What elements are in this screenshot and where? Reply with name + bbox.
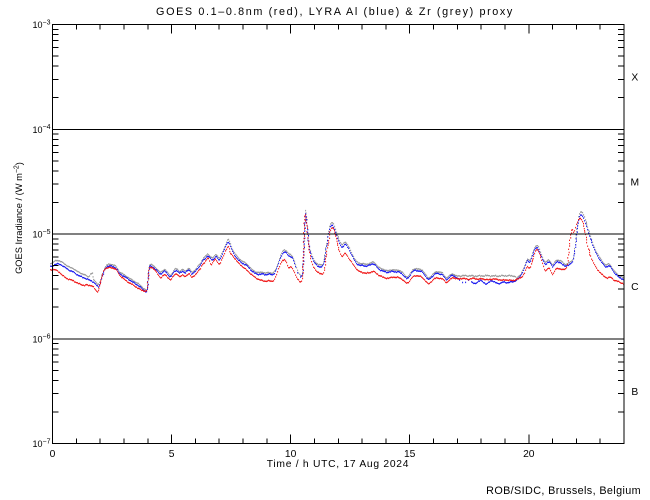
svg-text:GOES Irradiance / (W m−2): GOES Irradiance / (W m−2) (14, 162, 25, 274)
svg-text:M: M (631, 177, 640, 188)
svg-text:10−6: 10−6 (33, 334, 51, 345)
svg-text:B: B (631, 387, 638, 398)
svg-text:X: X (631, 73, 638, 84)
svg-text:10−5: 10−5 (33, 229, 51, 240)
svg-text:10−3: 10−3 (33, 19, 51, 30)
svg-text:5: 5 (169, 449, 175, 460)
svg-text:GOES 0.1–0.8nm (red), LYRA Al: GOES 0.1–0.8nm (red), LYRA Al (blue) & Z… (156, 6, 514, 18)
svg-text:0: 0 (50, 449, 56, 460)
svg-text:10: 10 (285, 449, 297, 460)
svg-text:ROB/SIDC, Brussels, Belgium: ROB/SIDC, Brussels, Belgium (486, 485, 641, 497)
svg-text:15: 15 (404, 449, 416, 460)
svg-text:Time / h UTC, 17 Aug 2024: Time / h UTC, 17 Aug 2024 (267, 459, 409, 470)
svg-text:10−7: 10−7 (33, 438, 51, 449)
svg-text:10−4: 10−4 (33, 124, 51, 135)
svg-text:C: C (631, 282, 639, 293)
svg-text:20: 20 (523, 449, 535, 460)
